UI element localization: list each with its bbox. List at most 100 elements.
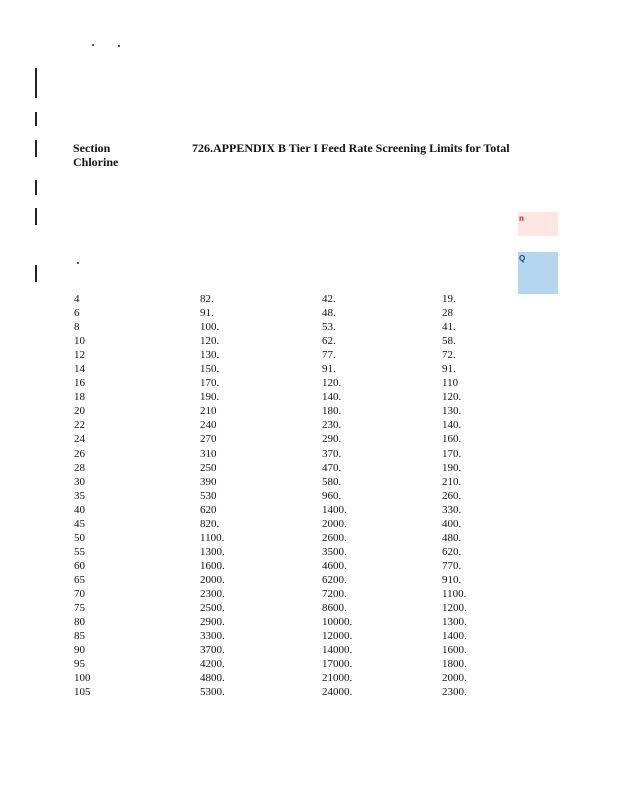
- table-cell: 10000.: [322, 616, 353, 629]
- table-row: 105 5300. 24000. 2300.: [74, 685, 502, 699]
- table-cell: 960.: [322, 489, 342, 502]
- table-cell: 190.: [200, 391, 220, 404]
- table-cell: 120.: [322, 377, 342, 390]
- revision-bar: [35, 265, 37, 282]
- table-cell: 91.: [200, 307, 214, 320]
- table-cell: 140.: [442, 419, 462, 432]
- scan-speck: [118, 45, 120, 47]
- revision-bar: [35, 140, 37, 157]
- table-cell: 28: [442, 307, 453, 320]
- table-row: 65 2000. 6200. 910.: [74, 573, 502, 587]
- table-cell: 90: [74, 644, 85, 657]
- pink-margin-mark: n: [518, 212, 558, 236]
- table-cell: 180.: [322, 405, 342, 418]
- table-cell: 2000.: [200, 573, 225, 586]
- table-cell: 80: [74, 616, 85, 629]
- table-cell: 150.: [200, 363, 220, 376]
- table-cell: 1300.: [200, 545, 225, 558]
- table-cell: 770.: [442, 559, 462, 572]
- table-cell: 22: [74, 419, 85, 432]
- revision-bar: [35, 208, 37, 225]
- table-cell: 26: [74, 447, 85, 460]
- table-cell: 6200.: [322, 573, 347, 586]
- table-cell: 48.: [322, 307, 336, 320]
- table-row: 30 390 580. 210.: [74, 475, 502, 489]
- table-cell: 270: [200, 433, 217, 446]
- table-row: 14 150. 91. 91.: [74, 362, 502, 376]
- table-cell: 2300.: [200, 587, 225, 600]
- table-cell: 12000.: [322, 630, 353, 643]
- table-cell: 130.: [200, 349, 220, 362]
- table-cell: 40: [74, 503, 85, 516]
- table-cell: 50: [74, 531, 85, 544]
- table-cell: 4600.: [322, 559, 347, 572]
- table-cell: 5300.: [200, 686, 225, 699]
- table-cell: 4: [74, 293, 80, 305]
- table-cell: 1200.: [442, 602, 467, 615]
- table-cell: 105: [74, 686, 91, 699]
- table-cell: 110: [442, 377, 459, 390]
- table-cell: 95: [74, 658, 85, 671]
- page-title: 726.APPENDIX B Tier I Feed Rate Screenin…: [192, 141, 510, 155]
- table-cell: 400.: [442, 517, 462, 530]
- table-cell: 120.: [442, 391, 462, 404]
- table-cell: 910.: [442, 573, 462, 586]
- table-cell: 290.: [322, 433, 342, 446]
- revision-bar: [35, 112, 37, 126]
- table-cell: 72.: [442, 349, 456, 362]
- table-cell: 2900.: [200, 616, 225, 629]
- screening-limits-table: 4 82. 42. 19. 6 91. 48. 28 8 100. 53. 41. 10 120. 62. 5…: [74, 292, 502, 699]
- table-cell: 210: [200, 405, 217, 418]
- table-cell: 620: [200, 503, 217, 516]
- table-cell: 62.: [322, 335, 336, 348]
- table-cell: 17000.: [322, 658, 353, 671]
- table-cell: 41.: [442, 321, 456, 334]
- table-row: 50 1100. 2600. 480.: [74, 531, 502, 545]
- table-cell: 91.: [322, 363, 336, 376]
- table-row: 90 3700. 14000. 1600.: [74, 643, 502, 657]
- scan-speck: [77, 262, 79, 264]
- table-cell: 530: [200, 489, 217, 502]
- table-row: 70 2300. 7200. 1100.: [74, 587, 502, 601]
- table-cell: 19.: [442, 293, 456, 305]
- table-cell: 1100.: [200, 531, 225, 544]
- table-cell: 8: [74, 321, 80, 334]
- table-cell: 30: [74, 475, 85, 488]
- table-cell: 190.: [442, 461, 462, 474]
- table-cell: 2500.: [200, 602, 225, 615]
- table-row: 10 120. 62. 58.: [74, 334, 502, 348]
- scan-speck: [92, 44, 94, 46]
- table-cell: 1800.: [442, 658, 467, 671]
- table-cell: 130.: [442, 405, 462, 418]
- revision-bar: [35, 180, 37, 195]
- table-cell: 55: [74, 545, 85, 558]
- title-continuation: Chlorine: [73, 155, 119, 169]
- table-row: 75 2500. 8600. 1200.: [74, 601, 502, 615]
- table-cell: 470.: [322, 461, 342, 474]
- table-cell: 14: [74, 363, 85, 376]
- table-cell: 12: [74, 349, 85, 362]
- table-cell: 4200.: [200, 658, 225, 671]
- table-row: 6 91. 48. 28: [74, 306, 502, 320]
- table-row: 35 530 960. 260.: [74, 489, 502, 503]
- table-row: 16 170. 120. 110: [74, 376, 502, 390]
- table-cell: 240: [200, 419, 217, 432]
- table-cell: 3700.: [200, 644, 225, 657]
- table-cell: 1300.: [442, 616, 467, 629]
- table-cell: 260.: [442, 489, 462, 502]
- table-cell: 16: [74, 377, 85, 390]
- table-row: 26 310 370. 170.: [74, 447, 502, 461]
- table-cell: 21000.: [322, 672, 353, 685]
- blue-margin-mark: Q: [518, 252, 558, 294]
- table-cell: 75: [74, 602, 85, 615]
- table-cell: 1600.: [442, 644, 467, 657]
- table-row: 40 620 1400. 330.: [74, 503, 502, 517]
- table-cell: 91.: [442, 363, 456, 376]
- table-cell: 42.: [322, 293, 336, 305]
- table-cell: 170.: [442, 447, 462, 460]
- table-row: 8 100. 53. 41.: [74, 320, 502, 334]
- table-row: 28 250 470. 190.: [74, 461, 502, 475]
- table-cell: 1600.: [200, 559, 225, 572]
- table-row: 45 820. 2000. 400.: [74, 517, 502, 531]
- table-cell: 18: [74, 391, 85, 404]
